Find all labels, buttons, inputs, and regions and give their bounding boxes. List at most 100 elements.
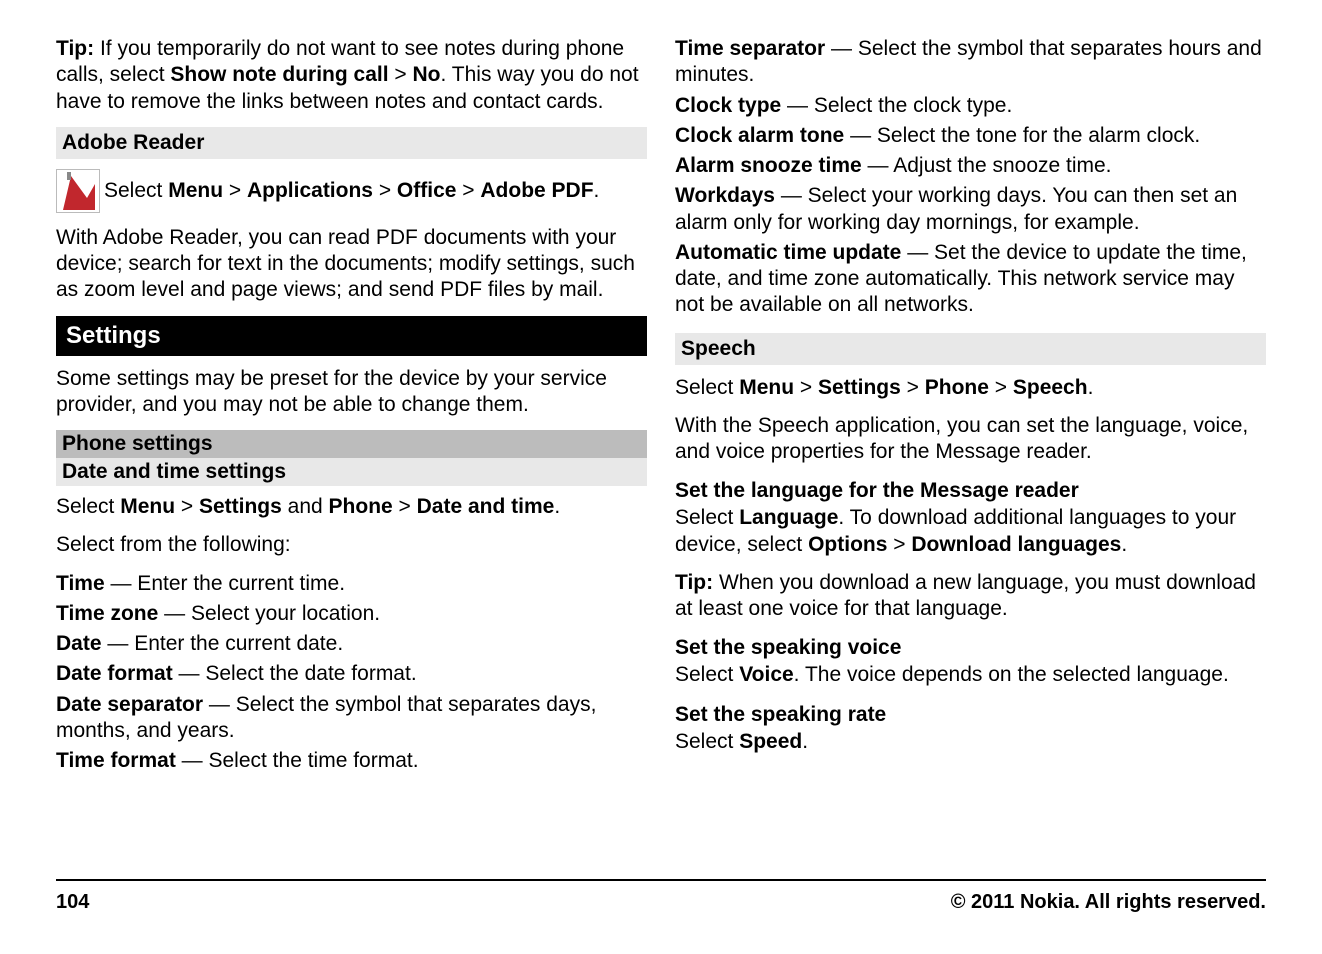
menu-path-item: Speech (1013, 376, 1088, 399)
set-voice-body: Select Voice. The voice depends on the s… (675, 662, 1266, 688)
text: . (802, 730, 808, 753)
menu-path-item: Phone (925, 376, 989, 399)
separator: > (223, 179, 247, 202)
separator: > (794, 376, 818, 399)
tip-paragraph: Tip: If you temporarily do not want to s… (56, 36, 647, 115)
separator: > (393, 495, 417, 518)
definition: — Select the time format. (176, 749, 419, 772)
definition-autoupdate: Automatic time update — Set the device t… (675, 240, 1266, 319)
menu-path-item: Options (808, 533, 887, 556)
speech-description: With the Speech application, you can set… (675, 413, 1266, 466)
adobe-path-line: Select Menu > Applications > Office > Ad… (56, 169, 647, 213)
section-heading-adobe: Adobe Reader (56, 127, 647, 159)
adobe-pdf-icon (56, 169, 100, 213)
select-from-label: Select from the following: (56, 532, 647, 558)
menu-path-item: Phone (329, 495, 393, 518)
separator: > (901, 376, 925, 399)
term: Automatic time update (675, 241, 901, 264)
text: . The voice depends on the selected lang… (794, 663, 1229, 686)
text: Select (56, 495, 120, 518)
menu-path-item: Menu (168, 179, 223, 202)
text: . (554, 495, 560, 518)
definition-timeformat: Time format — Select the time format. (56, 748, 647, 774)
text: . (1088, 376, 1094, 399)
term: Alarm snooze time (675, 154, 862, 177)
text: and (282, 495, 329, 518)
separator: > (389, 63, 413, 86)
menu-path-item: Settings (818, 376, 901, 399)
term: Time format (56, 749, 176, 772)
text: Select (675, 730, 739, 753)
definition-datesep: Date separator — Select the symbol that … (56, 692, 647, 745)
term: Clock alarm tone (675, 124, 844, 147)
definition-alarmtone: Clock alarm tone — Select the tone for t… (675, 123, 1266, 149)
menu-path-item: Menu (739, 376, 794, 399)
text: Select Menu > Applications > Office > Ad… (104, 179, 599, 203)
text: . (1121, 533, 1127, 556)
menu-path-item: Applications (247, 179, 373, 202)
definition: — Select the tone for the alarm clock. (844, 124, 1200, 147)
definition: — Select the clock type. (781, 94, 1012, 117)
section-heading-speech: Speech (675, 333, 1266, 365)
subhead-set-language: Set the language for the Message reader (675, 479, 1266, 503)
section-heading-settings: Settings (56, 316, 647, 356)
separator: > (456, 179, 480, 202)
set-language-body: Select Language. To download additional … (675, 505, 1266, 558)
separator: > (989, 376, 1013, 399)
definition-snooze: Alarm snooze time — Adjust the snooze ti… (675, 153, 1266, 179)
tip-paragraph-2: Tip: When you download a new language, y… (675, 570, 1266, 623)
menu-path-item: Menu (120, 495, 175, 518)
definition: — Select your location. (158, 602, 380, 625)
term: Date format (56, 662, 173, 685)
definition: — Enter the current time. (105, 572, 345, 595)
definition-clocktype: Clock type — Select the clock type. (675, 93, 1266, 119)
datetime-path: Select Menu > Settings and Phone > Date … (56, 494, 647, 520)
definition-timezone: Time zone — Select your location. (56, 601, 647, 627)
adobe-description: With Adobe Reader, you can read PDF docu… (56, 225, 647, 304)
menu-path-item: Adobe PDF (480, 179, 593, 202)
subhead-set-voice: Set the speaking voice (675, 636, 1266, 660)
copyright-text: © 2011 Nokia. All rights reserved. (951, 891, 1266, 914)
term: Time separator (675, 37, 825, 60)
term: Clock type (675, 94, 781, 117)
definition-timesep: Time separator — Select the symbol that … (675, 36, 1266, 89)
term: Time zone (56, 602, 158, 625)
menu-path-item: Date and time (417, 495, 555, 518)
menu-path-item: Language (739, 506, 838, 529)
set-rate-body: Select Speed. (675, 729, 1266, 755)
left-column: Tip: If you temporarily do not want to s… (56, 36, 647, 778)
separator: > (175, 495, 199, 518)
menu-path-item: Office (397, 179, 457, 202)
tip-label: Tip: (675, 571, 719, 594)
menu-path-item: Speed (739, 730, 802, 753)
tip-label: Tip: (56, 37, 100, 60)
subhead-set-rate: Set the speaking rate (675, 703, 1266, 727)
right-column: Time separator — Select the symbol that … (675, 36, 1266, 778)
text: Select (675, 663, 739, 686)
menu-path-item: Voice (739, 663, 793, 686)
text: Select (675, 376, 739, 399)
page-content: Tip: If you temporarily do not want to s… (0, 0, 1322, 778)
separator: > (887, 533, 911, 556)
page-number: 104 (56, 891, 89, 914)
term: Date (56, 632, 102, 655)
definition-workdays: Workdays — Select your working days. You… (675, 183, 1266, 236)
definition: — Enter the current date. (102, 632, 344, 655)
text: . (594, 179, 600, 202)
term: Time (56, 572, 105, 595)
menu-path-item: Download languages (911, 533, 1121, 556)
menu-path-item: No (413, 63, 441, 86)
definition-date: Date — Enter the current date. (56, 631, 647, 657)
settings-description: Some settings may be preset for the devi… (56, 366, 647, 419)
term: Workdays (675, 184, 775, 207)
text: Select (675, 506, 739, 529)
term: Date separator (56, 693, 203, 716)
menu-path-item: Settings (199, 495, 282, 518)
separator: > (373, 179, 397, 202)
menu-path-item: Show note during call (170, 63, 388, 86)
page-footer: 104 © 2011 Nokia. All rights reserved. (56, 879, 1266, 914)
definition: — Adjust the snooze time. (862, 154, 1112, 177)
speech-path: Select Menu > Settings > Phone > Speech. (675, 375, 1266, 401)
definition: — Select the date format. (173, 662, 417, 685)
definition-time: Time — Enter the current time. (56, 571, 647, 597)
